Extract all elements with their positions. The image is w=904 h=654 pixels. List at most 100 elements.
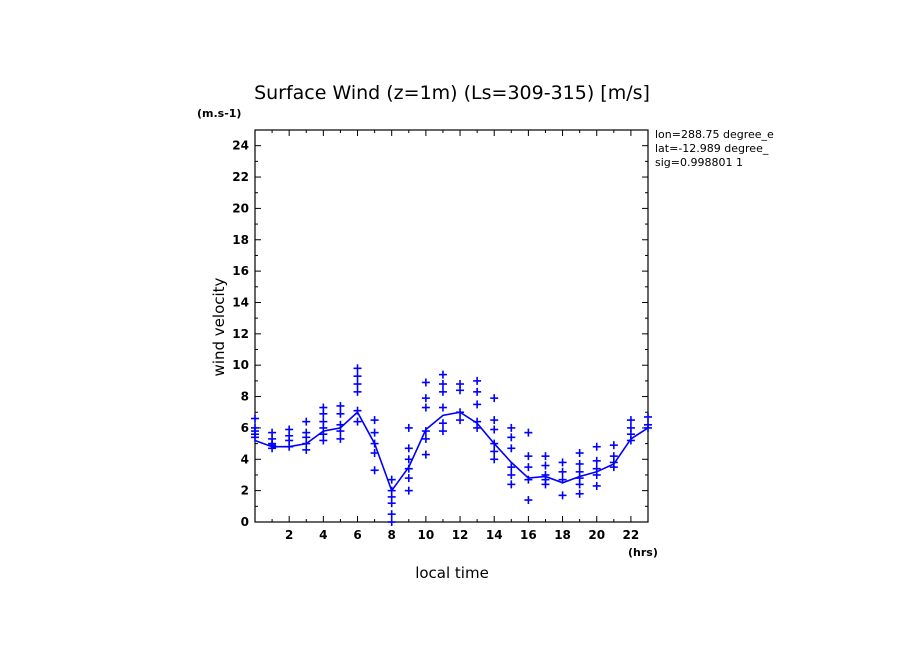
x-axis-label: local time — [415, 564, 489, 582]
data-point-marker — [626, 416, 635, 425]
data-point-marker — [370, 439, 379, 448]
x-tick-label: 20 — [588, 528, 605, 542]
data-point-marker — [507, 463, 516, 472]
y-tick-label: 20 — [232, 201, 249, 215]
y-tick-label: 0 — [241, 515, 249, 529]
data-point-marker — [592, 470, 601, 479]
y-tick-label: 8 — [241, 390, 249, 404]
y-tick-label: 10 — [232, 358, 249, 372]
data-point-marker — [336, 409, 345, 418]
info-sig: sig=0.998801 1 — [655, 156, 743, 169]
data-point-marker — [524, 428, 533, 437]
y-tick-label: 2 — [241, 484, 249, 498]
data-point-marker — [370, 466, 379, 475]
data-point-marker — [558, 491, 567, 500]
data-point-marker — [558, 467, 567, 476]
data-point-marker — [438, 427, 447, 436]
data-point-marker — [592, 481, 601, 490]
data-point-marker — [490, 439, 499, 448]
data-point-marker — [421, 394, 430, 403]
y-tick-label: 16 — [232, 264, 249, 278]
data-point-marker — [404, 474, 413, 483]
y-tick-label: 24 — [232, 139, 249, 153]
data-point-marker — [438, 370, 447, 379]
x-tick-label: 22 — [623, 528, 640, 542]
data-point-marker — [541, 452, 550, 461]
y-tick-label: 4 — [241, 452, 249, 466]
data-point-marker — [353, 417, 362, 426]
data-point-marker — [404, 423, 413, 432]
data-point-marker — [609, 441, 618, 450]
data-point-marker — [507, 423, 516, 432]
data-point-marker — [575, 489, 584, 498]
data-point-marker — [438, 403, 447, 412]
x-axis-ticks: 2 4 6 8 10 12 14 16 18 20 22 — [271, 130, 640, 542]
data-point-marker — [592, 442, 601, 451]
data-point-marker — [404, 455, 413, 464]
data-point-marker — [370, 449, 379, 458]
data-point-marker — [353, 364, 362, 373]
x-tick-label: 2 — [285, 528, 293, 542]
data-point-marker — [644, 423, 652, 432]
x-tick-label: 8 — [388, 528, 396, 542]
data-point-marker — [336, 401, 345, 410]
data-point-marker — [353, 372, 362, 381]
data-point-marker — [251, 427, 259, 436]
data-point-marker — [319, 409, 328, 418]
data-point-marker — [541, 461, 550, 470]
data-point-marker — [387, 518, 396, 526]
y-tick-label: 12 — [232, 327, 249, 341]
data-point-marker — [575, 449, 584, 458]
info-clip — [780, 125, 904, 175]
data-point-marker — [353, 387, 362, 396]
plot-frame — [254, 129, 649, 523]
data-point-marker — [421, 434, 430, 443]
data-point-marker — [421, 403, 430, 412]
y-tick-label: 18 — [232, 233, 249, 247]
data-point-marker — [302, 445, 311, 454]
data-point-marker — [524, 496, 533, 505]
data-point-marker — [456, 386, 465, 395]
chart-title: Surface Wind (z=1m) (Ls=309-315) [m/s] — [254, 82, 650, 104]
mean-line — [254, 410, 649, 493]
data-point-marker — [319, 436, 328, 445]
data-point-marker — [473, 423, 482, 432]
data-point-marker — [456, 416, 465, 425]
data-point-marker — [626, 436, 635, 445]
data-point-marker — [473, 376, 482, 385]
data-point-marker — [490, 447, 499, 456]
data-point-marker — [421, 450, 430, 459]
data-point-marker — [592, 456, 601, 465]
data-point-marker — [268, 434, 277, 443]
data-point-marker — [438, 419, 447, 428]
x-tick-label: 16 — [520, 528, 537, 542]
data-point-marker — [353, 406, 362, 415]
data-point-marker — [421, 378, 430, 387]
data-point-marker — [336, 427, 345, 436]
data-point-marker — [473, 387, 482, 396]
data-point-marker — [387, 499, 396, 508]
data-point-marker — [575, 459, 584, 468]
y-tick-label: 22 — [232, 170, 249, 184]
x-unit-label: (hrs) — [628, 546, 658, 559]
data-point-marker — [490, 394, 499, 403]
data-point-marker — [336, 434, 345, 443]
data-point-marker — [387, 475, 396, 484]
data-point-marker — [404, 444, 413, 453]
info-lon: lon=288.75 degree_e — [655, 128, 774, 141]
data-point-marker — [456, 408, 465, 417]
x-tick-label: 18 — [554, 528, 571, 542]
data-point-marker — [490, 416, 499, 425]
data-point-marker — [438, 380, 447, 389]
data-point-marker — [404, 464, 413, 473]
x-tick-label: 14 — [486, 528, 503, 542]
data-point-marker — [302, 417, 311, 426]
data-point-marker — [353, 380, 362, 389]
data-point-marker — [524, 475, 533, 484]
info-lat: lat=-12.989 degree_ — [655, 142, 769, 155]
data-point-marker — [490, 425, 499, 434]
data-point-marker — [507, 470, 516, 479]
data-point-marker — [524, 452, 533, 461]
